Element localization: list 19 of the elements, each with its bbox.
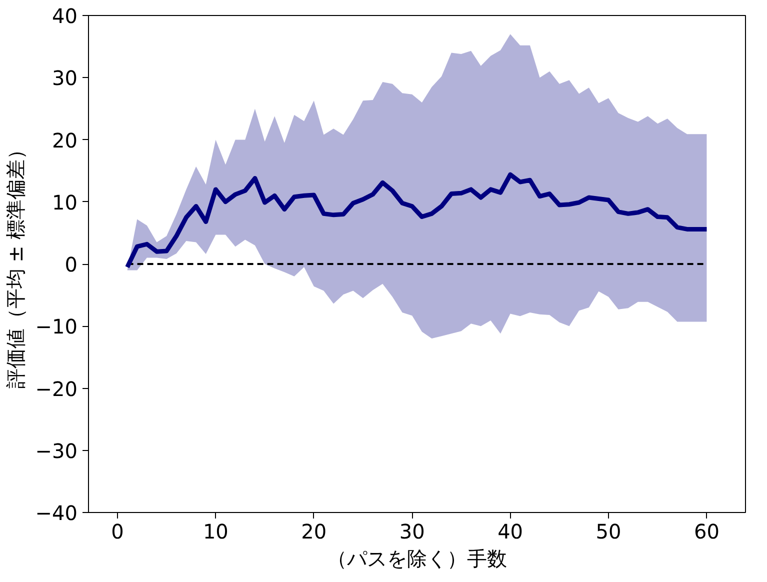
- x-tick-label: 40: [498, 520, 524, 544]
- x-tick-label: 20: [301, 520, 327, 544]
- x-axis-title: （パスを除く）手数: [327, 546, 507, 570]
- y-tick-label: −20: [35, 376, 78, 401]
- x-tick-label: 10: [202, 520, 228, 544]
- y-tick-label: 40: [52, 4, 78, 28]
- y-tick-label: 10: [52, 190, 78, 214]
- x-tick-label: 60: [694, 520, 720, 544]
- x-tick-label: 30: [399, 520, 425, 544]
- y-tick-label: 20: [52, 128, 78, 152]
- line-series: [125, 172, 709, 270]
- y-tick-label: −30: [35, 438, 78, 463]
- x-tick-label: 0: [111, 520, 124, 544]
- x-tick-label: 50: [596, 520, 622, 544]
- y-tick-label: 30: [52, 66, 78, 90]
- y-axis-title: 評価値（平均 ± 標準偏差）: [3, 139, 28, 389]
- y-tick-label: −10: [35, 314, 78, 339]
- y-tick-label: −40: [35, 501, 78, 525]
- y-tick-label: 0: [64, 252, 78, 276]
